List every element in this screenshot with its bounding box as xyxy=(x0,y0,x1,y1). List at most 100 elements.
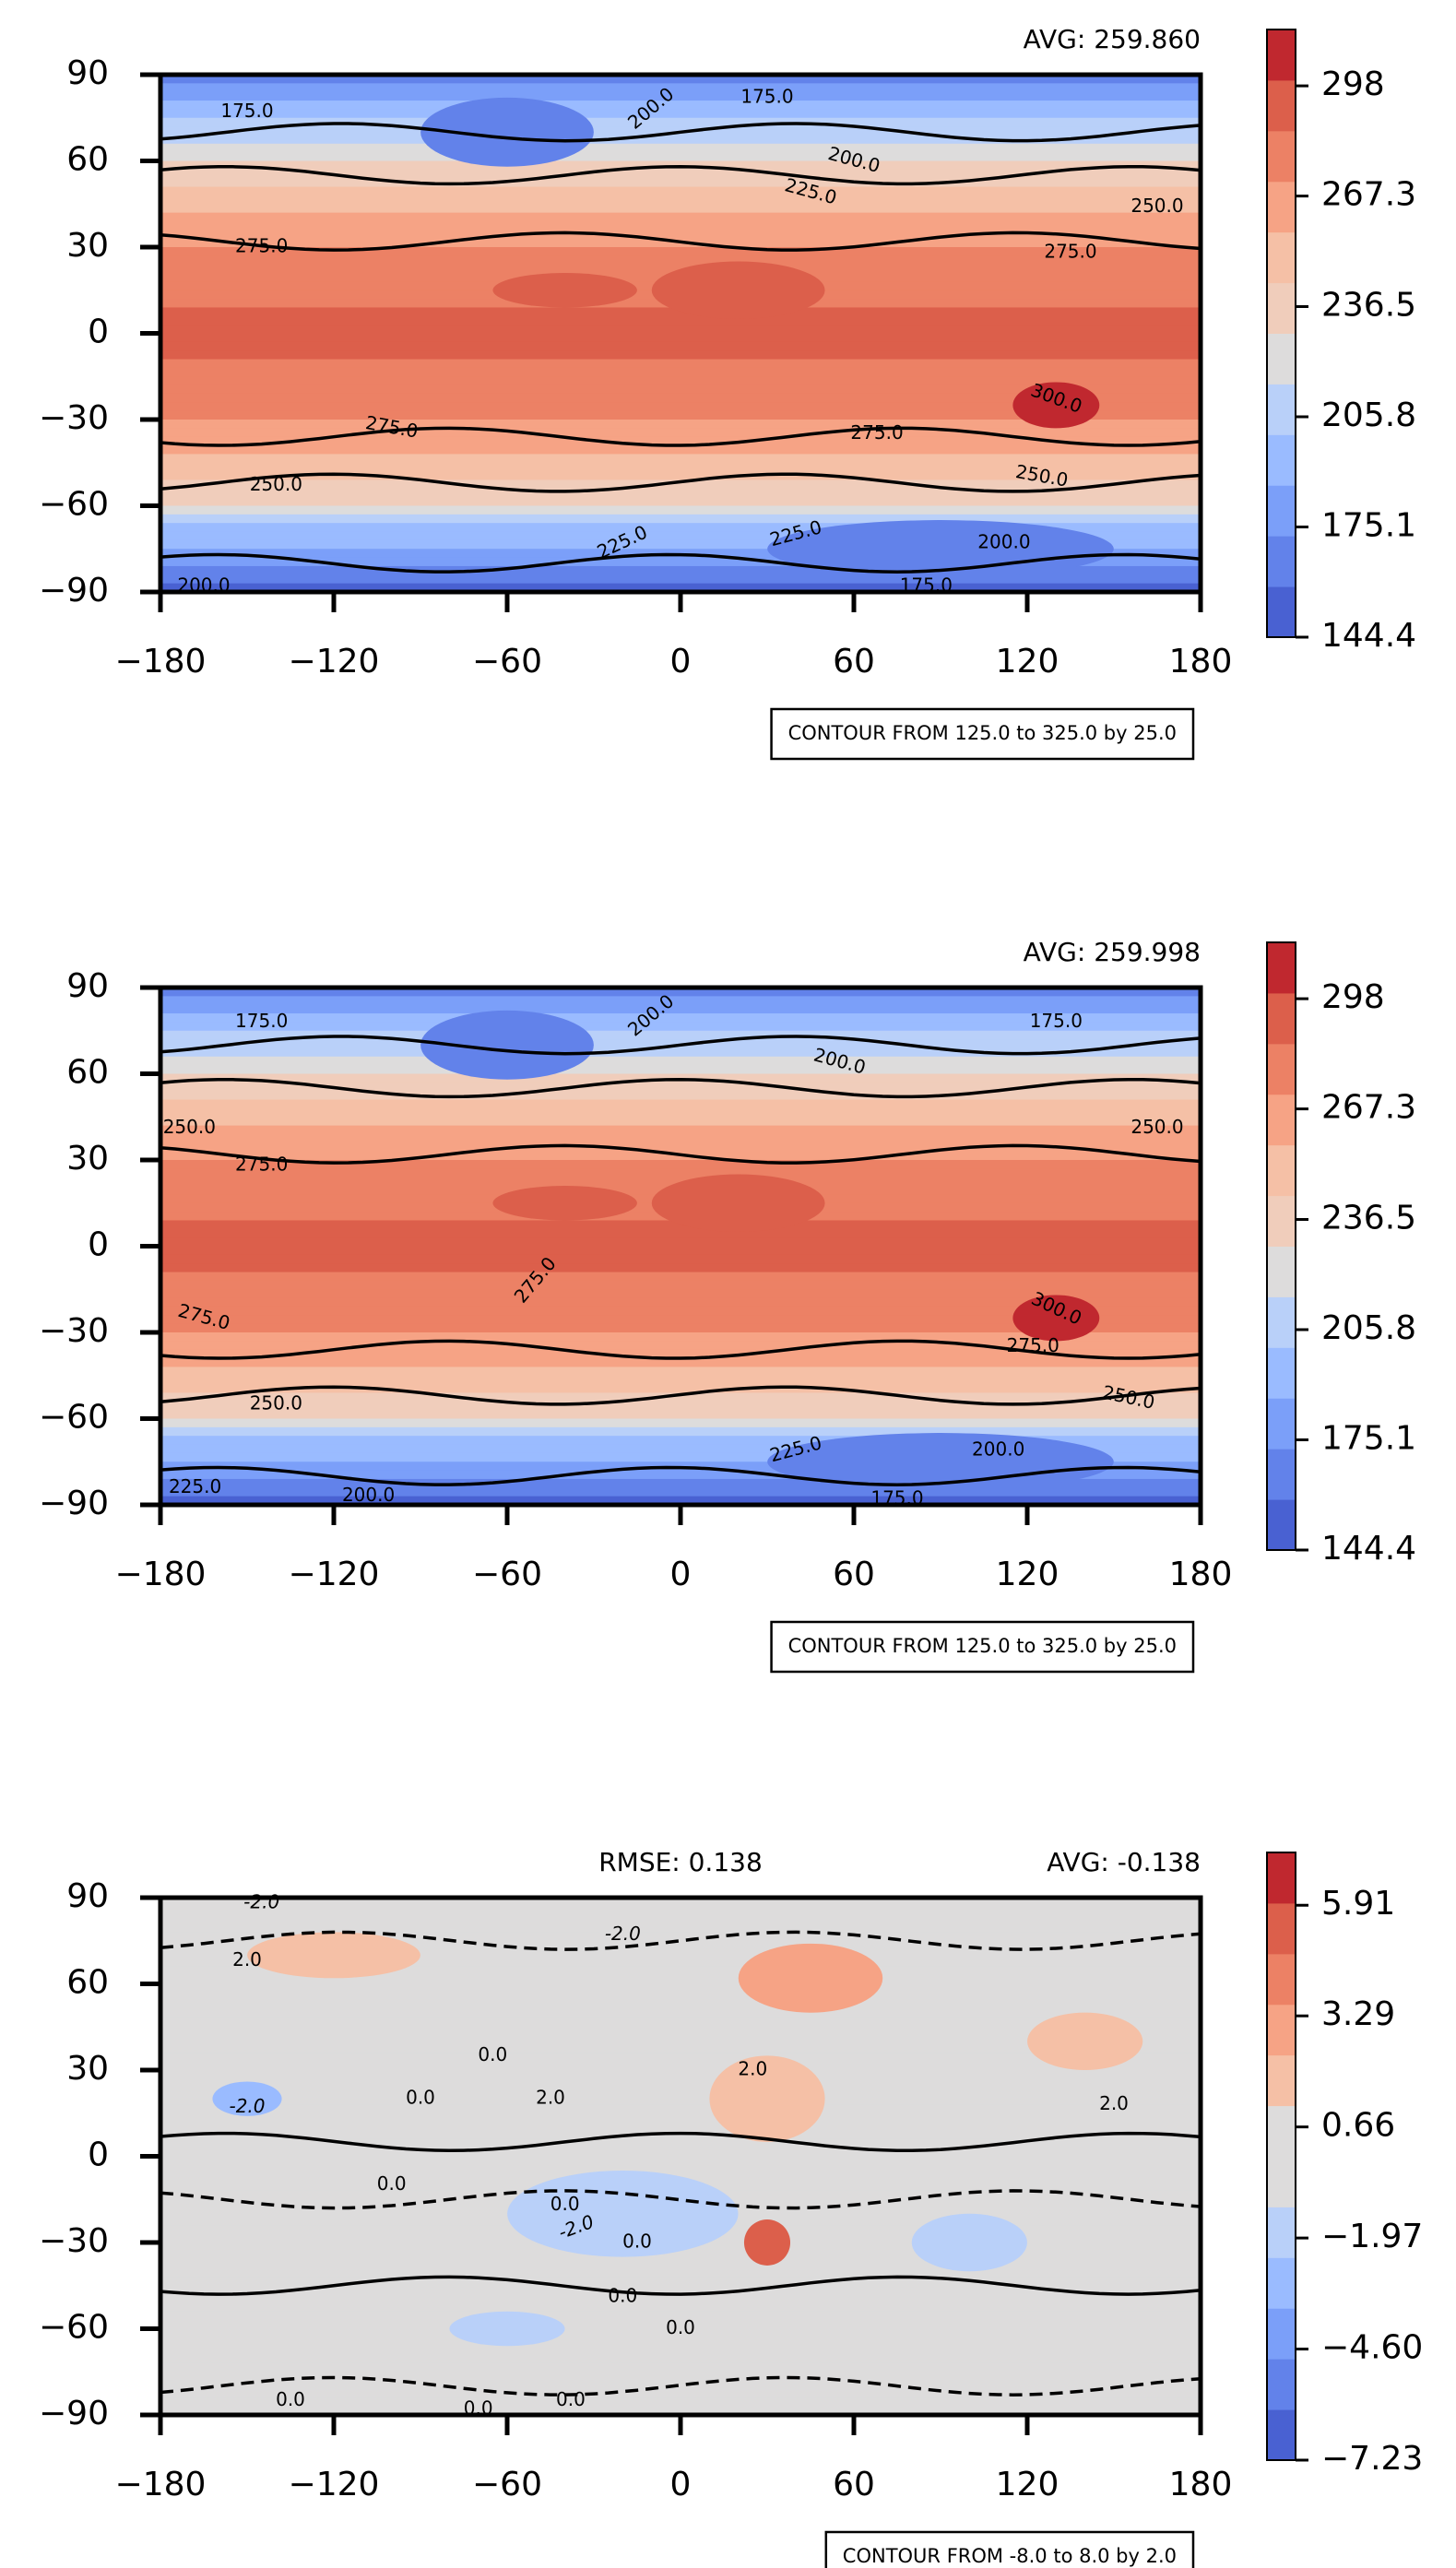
field-band xyxy=(160,2078,1201,2089)
colorbar-band xyxy=(1267,536,1296,587)
x-tick-label: 120 xyxy=(996,643,1059,680)
colorbar-band xyxy=(1267,2004,1296,2056)
colorbar-band xyxy=(1267,2054,1296,2107)
field-band xyxy=(160,359,1201,369)
field-band xyxy=(160,1932,1201,1942)
colorbar-band xyxy=(1267,1902,1296,1955)
contour-line xyxy=(160,2275,1201,2296)
colorbar-band xyxy=(1267,79,1296,132)
colorbar-tick-label: 144.4 xyxy=(1321,617,1416,655)
colorbar-band xyxy=(1267,282,1296,334)
colorbar-tick-label: 0.66 xyxy=(1321,2107,1395,2145)
y-tick-label: −60 xyxy=(39,1399,109,1437)
colorbar-tick-label: 144.4 xyxy=(1321,1530,1416,1568)
contour-line xyxy=(160,122,1201,143)
field-band xyxy=(160,1444,1201,1454)
y-tick-label: 90 xyxy=(66,54,109,92)
field-band xyxy=(160,1418,1201,1428)
contour-label: -2.0 xyxy=(605,1923,641,1945)
colorbar-tick-label: 175.1 xyxy=(1321,507,1416,545)
field-band xyxy=(160,420,1201,429)
x-tick-label: −60 xyxy=(472,643,542,680)
colorbar-frame xyxy=(1266,941,1296,1551)
field-band xyxy=(160,1992,1201,2002)
field-band xyxy=(160,2337,1201,2347)
field-band xyxy=(160,367,1201,377)
contour-label: 0.0 xyxy=(550,2193,580,2215)
contour-label: 0.0 xyxy=(666,2316,695,2338)
field-band xyxy=(160,385,1201,395)
field-band xyxy=(160,2259,1201,2269)
field-band xyxy=(160,1082,1201,1092)
x-tick-label: 0 xyxy=(670,1556,692,1593)
colorbar-band xyxy=(1267,942,1296,994)
field-band xyxy=(160,488,1201,498)
colorbar-band xyxy=(1267,333,1296,385)
field-band xyxy=(160,1263,1201,1273)
y-tick-label: −30 xyxy=(39,1312,109,1350)
colorbar-band xyxy=(1267,2105,1296,2157)
field-band xyxy=(160,2138,1201,2148)
field-band xyxy=(160,1958,1201,1968)
field-band xyxy=(160,1065,1201,1074)
title-center: RMSE: 0.138 xyxy=(598,1847,763,1877)
contour-label: 250.0 xyxy=(163,1116,216,1138)
field-band xyxy=(160,1091,1201,1101)
colorbar-band xyxy=(1267,1499,1296,1551)
field-band xyxy=(160,83,1201,93)
note-box xyxy=(770,1620,1195,1674)
colorbar-band xyxy=(1267,1195,1296,1247)
field-band xyxy=(160,1228,1201,1238)
field-band xyxy=(160,1289,1201,1299)
field-blob xyxy=(449,2311,565,2347)
field-band xyxy=(160,1125,1201,1135)
field-band xyxy=(160,2277,1201,2287)
contour-line xyxy=(160,426,1201,447)
field-band xyxy=(160,2362,1201,2373)
field-band xyxy=(160,393,1201,403)
field-blob xyxy=(743,2219,791,2266)
colorbar-tick-label: 205.8 xyxy=(1321,1309,1416,1347)
field-band xyxy=(160,2035,1201,2045)
field-band xyxy=(160,2320,1201,2329)
field-blob xyxy=(767,520,1114,578)
field-band xyxy=(160,2156,1201,2166)
field-band xyxy=(160,195,1201,205)
contour-label: 275.0 xyxy=(850,421,903,444)
colorbar-band xyxy=(1267,1449,1296,1500)
colorbar-tick-label: 298 xyxy=(1321,65,1385,103)
field-band xyxy=(160,1367,1201,1377)
contour-line xyxy=(160,1143,1201,1165)
field-band xyxy=(160,2372,1201,2382)
field-band xyxy=(160,1914,1201,1924)
field-band xyxy=(160,152,1201,161)
field-band xyxy=(160,2251,1201,2261)
colorbar-band xyxy=(1267,1246,1296,1297)
field-band xyxy=(160,1168,1201,1178)
field-band xyxy=(160,2388,1201,2398)
colorbar-tick-label: −1.97 xyxy=(1321,2218,1423,2255)
field-band xyxy=(160,1254,1201,1264)
contour-line xyxy=(160,164,1201,186)
note-box xyxy=(824,2530,1195,2568)
contour-line xyxy=(160,1930,1201,1951)
field-band xyxy=(160,1426,1201,1437)
field-band xyxy=(160,212,1201,222)
field-band xyxy=(160,1452,1201,1462)
x-tick-label: 0 xyxy=(670,2466,692,2503)
y-tick-label: 30 xyxy=(66,227,109,265)
field-band xyxy=(160,1341,1201,1351)
contour-label: 0.0 xyxy=(377,2172,407,2195)
field-band xyxy=(160,101,1201,110)
y-tick-label: −30 xyxy=(39,2222,109,2260)
colorbar-frame xyxy=(1266,29,1296,638)
panel: -2.02.0-2.0-2.00.00.0 2.00.02.00.0-2.00.0… xyxy=(39,1847,1423,2568)
y-tick-label: −60 xyxy=(39,486,109,524)
field-band xyxy=(160,479,1201,490)
colorbar-band xyxy=(1267,2308,1296,2360)
y-tick-label: 60 xyxy=(66,1964,109,2002)
y-tick-label: −30 xyxy=(39,399,109,437)
field-blob xyxy=(1012,382,1100,429)
colorbar-band xyxy=(1267,181,1296,233)
field-band xyxy=(160,1323,1201,1333)
